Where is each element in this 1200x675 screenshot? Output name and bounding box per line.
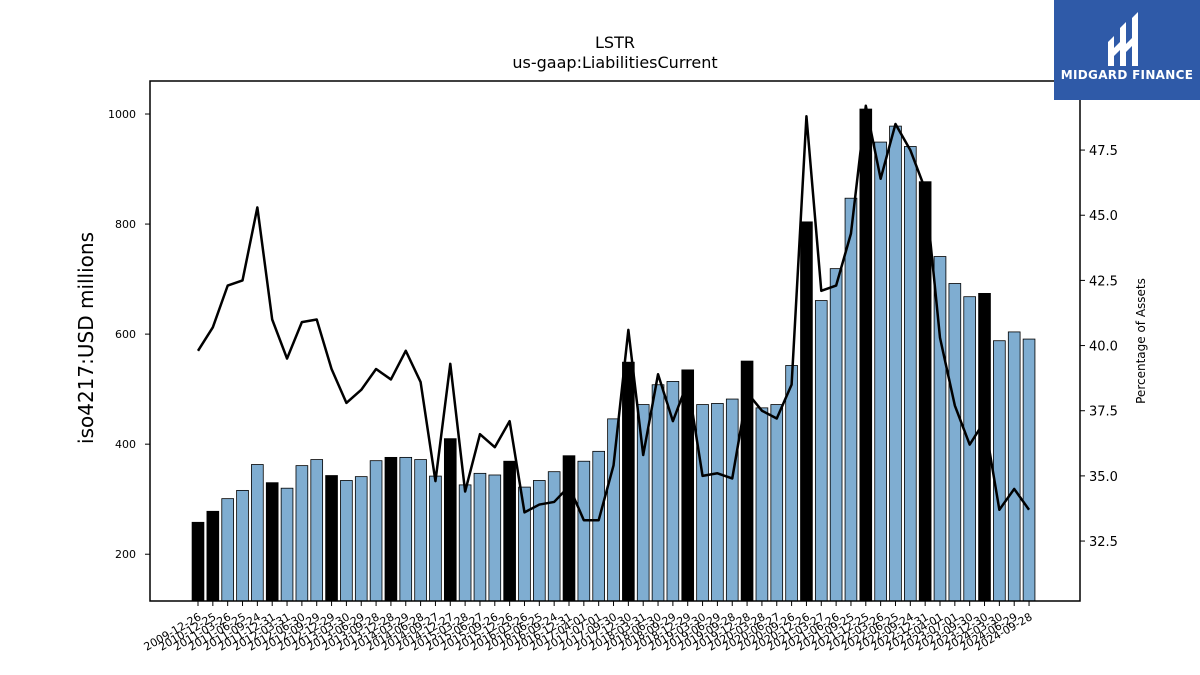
bar-2015-09-26 (488, 474, 502, 602)
bar-2021-03-27 (814, 300, 828, 602)
bar-2018-09-29 (666, 381, 680, 602)
left-y-tick-label: 200 (115, 548, 136, 561)
bar-2012-09-29 (310, 459, 324, 602)
x-axis: 2009-12-262010-12-252011-03-262011-06-25… (142, 601, 1035, 654)
bar-2017-09-30 (607, 418, 620, 602)
chart-subtitle: us-gaap:LiabilitiesCurrent (512, 53, 717, 72)
bar-2013-06-29 (354, 476, 368, 602)
bar-2016-06-25 (533, 480, 546, 602)
bar-2015-06-27 (473, 472, 487, 602)
left-y-tick-label: 1000 (108, 108, 136, 121)
logo-text: MIDGARD FINANCE (1060, 68, 1194, 82)
bar-2015-12-26 (503, 460, 516, 602)
bar-2024-09-28 (1022, 338, 1036, 602)
bar-2017-12-30 (622, 361, 635, 602)
bar-2020-09-26 (785, 365, 798, 602)
left-y-axis-label: iso4217:USD millions (74, 232, 98, 444)
right-y-tick-label: 45.0 (1089, 209, 1118, 224)
bar-2009-12-26 (191, 521, 205, 602)
bar-2019-09-28 (725, 398, 739, 602)
left-y-tick-label: 400 (115, 438, 136, 451)
percentage-line (196, 104, 1031, 522)
bar-2024-06-29 (1007, 331, 1021, 602)
right-y-axis: 32.5 35.0 37.5 40.0 42.5 45.0 47.5 (1080, 144, 1118, 550)
bar-2014-12-27 (443, 438, 457, 602)
right-y-tick-label: 35.0 (1089, 470, 1118, 485)
chart-title: LSTR (595, 33, 635, 52)
bar-2020-03-28 (755, 407, 769, 602)
right-y-tick-label: 42.5 (1089, 274, 1118, 289)
left-y-axis: 200 400 600 800 1000 (108, 108, 150, 561)
right-y-tick-label: 37.5 (1089, 405, 1118, 420)
bar-2018-06-30 (651, 384, 665, 602)
bar-2023-09-30 (963, 296, 976, 602)
bar-2024-03-30 (993, 340, 1006, 602)
bar-2011-06-25 (236, 489, 249, 602)
bar-2020-06-27 (770, 404, 784, 602)
left-y-tick-label: 600 (115, 328, 136, 341)
bar-2015-03-28 (458, 484, 472, 602)
bar-2012-06-30 (295, 465, 309, 602)
bar-2016-12-31 (562, 455, 576, 602)
bar-2022-09-24 (904, 146, 917, 602)
bar-2016-03-26 (518, 486, 531, 602)
brand-logo: MIDGARD FINANCE (1054, 0, 1200, 100)
right-y-tick-label: 32.5 (1089, 535, 1118, 550)
bar-2017-07-01 (592, 450, 605, 602)
bar-2017-04-01 (577, 460, 591, 602)
bar-2010-12-25 (206, 510, 220, 602)
bar-2016-09-24 (547, 471, 561, 602)
bar-2014-09-27 (429, 475, 442, 602)
bar-2012-12-29 (325, 475, 338, 602)
bar-2020-12-26 (800, 221, 813, 602)
bar-2013-12-28 (384, 456, 398, 602)
bar-2014-06-28 (414, 459, 427, 602)
bar-2019-03-30 (696, 404, 709, 602)
bar-2023-07-01 (948, 283, 962, 602)
bar-2011-03-26 (221, 498, 234, 602)
bar-2014-03-29 (399, 456, 413, 602)
bar-2022-12-31 (918, 181, 932, 602)
right-y-tick-label: 47.5 (1089, 144, 1118, 159)
bar-2022-06-25 (889, 125, 902, 602)
right-y-axis-label: Percentage of Assets (1134, 278, 1148, 404)
bar-2013-09-28 (369, 460, 383, 602)
left-y-tick-label: 800 (115, 218, 136, 231)
bar-2021-12-25 (859, 108, 873, 602)
bar-2021-06-26 (829, 268, 843, 602)
logo-icon (1108, 12, 1138, 66)
bar-2021-09-25 (844, 197, 858, 602)
bar-group (191, 108, 1036, 602)
bar-2011-09-24 (251, 464, 264, 602)
bar-2019-06-29 (711, 403, 724, 602)
bar-2011-12-31 (265, 482, 279, 602)
right-y-tick-label: 40.0 (1089, 340, 1118, 355)
bar-2012-03-31 (280, 487, 294, 602)
bar-2022-03-26 (874, 141, 887, 602)
plot-frame (149, 80, 1081, 602)
bar-2013-03-30 (340, 480, 353, 602)
